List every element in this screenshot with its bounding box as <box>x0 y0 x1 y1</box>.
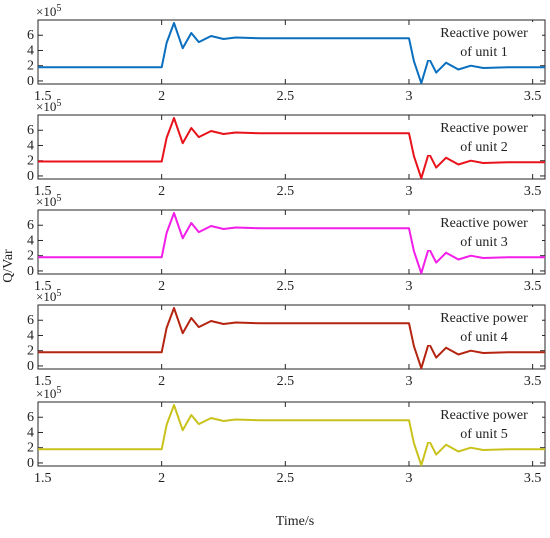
x-tick-label: 1.5 <box>34 184 52 199</box>
y-tick-label: 4 <box>27 233 34 248</box>
y-tick-label: 4 <box>27 425 34 440</box>
annotation-line-1: Reactive power <box>440 26 528 41</box>
y-multiplier-exponent: 5 <box>56 288 61 299</box>
x-tick-label: 3.5 <box>524 471 542 486</box>
y-tick-label: 0 <box>27 359 34 374</box>
x-tick-label: 1.5 <box>34 471 52 486</box>
plot-frame <box>37 401 546 467</box>
y-tick-label: 2 <box>27 249 34 264</box>
y-multiplier-base: ×10 <box>36 386 56 401</box>
x-tick-label: 3.5 <box>524 279 542 294</box>
y-tick-label: 6 <box>27 218 34 233</box>
y-tick-label: 4 <box>27 328 34 343</box>
y-multiplier-base: ×10 <box>36 194 56 209</box>
series-line-unit-5 <box>38 404 545 467</box>
x-tick-label: 2 <box>158 279 165 294</box>
annotation-backdrop <box>422 117 542 155</box>
y-multiplier-exponent: 5 <box>56 385 61 396</box>
annotation-line-2: of unit 2 <box>460 140 507 155</box>
y-multiplier-exponent: 5 <box>56 98 61 109</box>
annotation-backdrop <box>422 22 542 60</box>
x-tick-label: 1.5 <box>34 374 52 389</box>
annotation-line-2: of unit 5 <box>460 427 507 442</box>
y-multiplier-base: ×10 <box>36 99 56 114</box>
x-tick-label: 3 <box>405 184 412 199</box>
y-tick-label: 6 <box>27 28 34 43</box>
y-tick-label: 0 <box>27 74 34 89</box>
x-tick-label: 2 <box>158 89 165 104</box>
y-tick-label: 2 <box>27 441 34 456</box>
y-tick-label: 6 <box>27 313 34 328</box>
annotation-line-1: Reactive power <box>440 311 528 326</box>
annotation-line-2: of unit 3 <box>460 235 507 250</box>
y-tick-label: 0 <box>27 456 34 471</box>
y-tick-label: 2 <box>27 344 34 359</box>
y-tick-label: 6 <box>27 410 34 425</box>
y-tick-label: 6 <box>27 123 34 138</box>
annotation-line-1: Reactive power <box>440 216 528 231</box>
y-multiplier-label: ×105 <box>36 288 61 304</box>
y-tick-label: 4 <box>27 138 34 153</box>
x-tick-label: 2.5 <box>277 471 295 486</box>
x-tick-label: 2 <box>158 374 165 389</box>
x-tick-label: 3.5 <box>524 184 542 199</box>
y-multiplier-exponent: 5 <box>56 3 61 14</box>
y-tick-label: 2 <box>27 154 34 169</box>
x-tick-label: 2.5 <box>277 279 295 294</box>
x-tick-label: 1.5 <box>34 279 52 294</box>
y-multiplier-label: ×105 <box>36 98 61 114</box>
annotation-backdrop <box>422 404 542 442</box>
x-tick-label: 3 <box>405 374 412 389</box>
y-multiplier-base: ×10 <box>36 289 56 304</box>
y-tick-label: 4 <box>27 43 34 58</box>
x-tick-label: 1.5 <box>34 89 52 104</box>
series-line-unit-1 <box>38 22 545 85</box>
y-axis-label: Q/Var <box>1 249 16 283</box>
y-multiplier-label: ×105 <box>36 193 61 209</box>
series-line-unit-3 <box>38 212 545 275</box>
y-multiplier-exponent: 5 <box>56 193 61 204</box>
y-multiplier-label: ×105 <box>36 385 61 401</box>
y-multiplier-base: ×10 <box>36 4 56 19</box>
x-tick-label: 2.5 <box>277 184 295 199</box>
x-tick-label: 2 <box>158 471 165 486</box>
x-tick-label: 3 <box>405 471 412 486</box>
plot-frame <box>37 19 546 85</box>
x-tick-label: 2.5 <box>277 89 295 104</box>
annotation-line-2: of unit 4 <box>460 330 507 345</box>
y-tick-label: 0 <box>27 169 34 184</box>
x-tick-label: 3.5 <box>524 89 542 104</box>
x-tick-label: 3 <box>405 279 412 294</box>
series-line-unit-2 <box>38 117 545 180</box>
annotation-backdrop <box>422 212 542 250</box>
annotation-backdrop <box>422 307 542 345</box>
annotation-line-1: Reactive power <box>440 408 528 423</box>
plot-frame <box>37 304 546 370</box>
x-tick-label: 2.5 <box>277 374 295 389</box>
x-tick-label: 3.5 <box>524 374 542 389</box>
x-axis-label: Time/s <box>276 514 314 529</box>
annotation-line-2: of unit 1 <box>460 45 507 60</box>
plot-frame <box>37 114 546 180</box>
x-tick-label: 3 <box>405 89 412 104</box>
plot-frame <box>37 209 546 275</box>
y-tick-label: 2 <box>27 59 34 74</box>
x-tick-label: 2 <box>158 184 165 199</box>
series-line-unit-4 <box>38 307 545 370</box>
y-multiplier-label: ×105 <box>36 3 61 19</box>
annotation-line-1: Reactive power <box>440 121 528 136</box>
y-tick-label: 0 <box>27 264 34 279</box>
